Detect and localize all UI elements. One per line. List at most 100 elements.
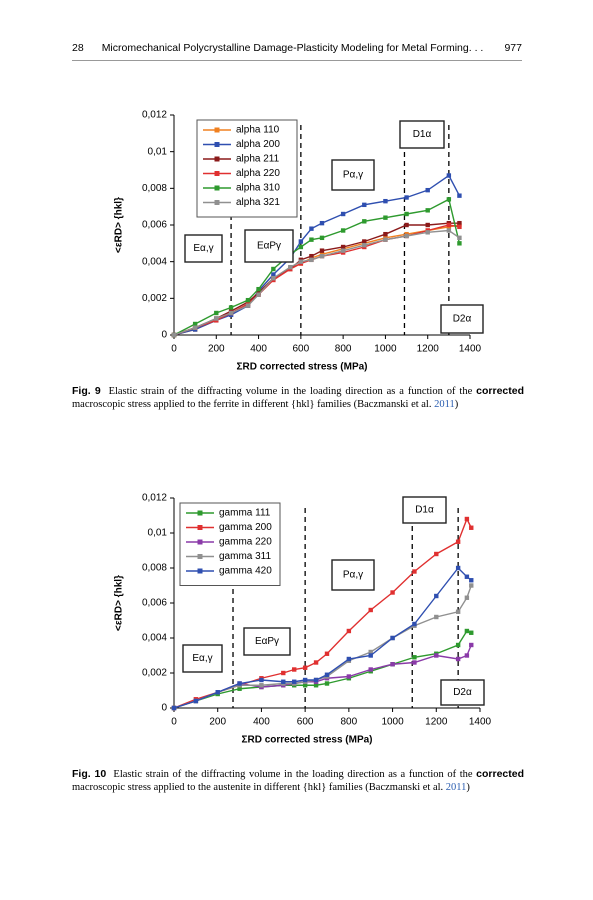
caption: Fig. 10 Elastic strain of the diffractin… xyxy=(72,768,524,794)
x-tick-label: 0 xyxy=(171,717,177,728)
data-point xyxy=(319,235,325,241)
data-point xyxy=(469,630,474,635)
data-point xyxy=(412,655,417,660)
x-tick-label: 800 xyxy=(341,717,358,728)
data-point xyxy=(309,226,314,231)
legend-marker xyxy=(197,539,203,545)
data-point xyxy=(340,228,346,233)
caption-text: macroscopic stress applied to the austen… xyxy=(72,782,446,793)
annotation-label: Eα,γ xyxy=(192,653,212,664)
legend-label: alpha 321 xyxy=(236,197,280,208)
data-point xyxy=(271,272,276,277)
data-point xyxy=(434,614,439,620)
x-tick-label: 200 xyxy=(208,344,225,355)
data-point xyxy=(298,244,304,250)
annotation-label: EαPγ xyxy=(257,241,281,252)
legend-label: alpha 310 xyxy=(236,183,280,194)
annotation-box xyxy=(244,229,294,263)
data-point xyxy=(228,310,234,316)
data-point xyxy=(425,208,430,213)
caption-link[interactable]: 2011 xyxy=(445,782,467,793)
data-point xyxy=(469,578,474,583)
data-point xyxy=(368,607,373,613)
data-point xyxy=(457,224,462,230)
data-point xyxy=(404,233,409,239)
data-point xyxy=(390,635,395,641)
data-point xyxy=(362,242,367,248)
x-tick-label: 1400 xyxy=(459,344,482,355)
legend-label: alpha 220 xyxy=(236,168,280,179)
legend-marker xyxy=(214,127,220,133)
data-point xyxy=(464,628,470,634)
data-point xyxy=(259,683,264,688)
annotation-label: Eα,γ xyxy=(193,243,213,254)
legend-marker xyxy=(214,142,220,147)
data-point xyxy=(383,231,388,237)
data-point xyxy=(193,698,199,704)
caption-text: Elastic strain of the diffracting volume… xyxy=(113,769,473,780)
data-point xyxy=(302,677,308,683)
caption-label: Fig. 9 xyxy=(72,385,101,397)
data-point xyxy=(446,173,452,178)
y-tick-label: 0,008 xyxy=(142,183,167,194)
legend-marker xyxy=(197,510,203,516)
annotation-label: Pα,γ xyxy=(343,170,363,181)
data-point xyxy=(425,222,430,228)
caption-link[interactable]: 2011 xyxy=(434,399,455,410)
data-point xyxy=(346,656,352,662)
data-point xyxy=(319,248,325,253)
data-point xyxy=(404,195,409,200)
annotation-label: EαPγ xyxy=(255,636,279,647)
data-point xyxy=(368,653,373,658)
legend-marker xyxy=(214,200,220,205)
data-point xyxy=(302,665,308,670)
annotation-box xyxy=(440,304,484,334)
annotation-box xyxy=(182,644,223,673)
page-number: 28 xyxy=(72,42,84,54)
y-tick-label: 0,012 xyxy=(142,110,167,121)
data-point xyxy=(256,292,261,297)
legend-marker xyxy=(214,185,220,191)
data-point xyxy=(288,264,293,270)
data-point xyxy=(214,316,219,321)
x-tick-label: 1400 xyxy=(469,717,492,728)
chart: 0 0,002 0,004 0,006 0,008 0,01 0,012 0 200 400 600… xyxy=(114,110,484,373)
data-point xyxy=(390,590,395,595)
x-axis-label: ΣRD corrected stress (MPa) xyxy=(241,735,372,746)
data-point xyxy=(324,672,330,677)
data-point xyxy=(319,253,325,259)
data-point xyxy=(434,653,439,658)
annotation-box xyxy=(184,234,223,263)
running-header: 28 Micromechanical Polycrystalline Damage… xyxy=(72,42,522,61)
data-point xyxy=(214,310,219,316)
data-point xyxy=(446,197,452,202)
caption-label: Fig. 10 xyxy=(72,768,107,780)
data-point xyxy=(192,321,198,327)
data-point xyxy=(237,686,242,691)
data-point xyxy=(309,257,314,263)
caption: Fig. 9 Elastic strain of the diffracting… xyxy=(72,385,524,411)
data-point xyxy=(340,248,346,253)
data-point xyxy=(469,525,474,530)
data-point xyxy=(412,660,417,665)
legend-label: gamma 220 xyxy=(219,537,272,548)
data-point xyxy=(298,259,304,264)
y-tick-label: 0,006 xyxy=(142,220,167,231)
data-point xyxy=(237,681,242,686)
data-point xyxy=(446,228,452,233)
caption-bold: corrected xyxy=(476,768,525,780)
series-line xyxy=(173,585,472,709)
annotation-label: D2α xyxy=(453,314,472,325)
legend-label: alpha 211 xyxy=(236,154,280,165)
data-point xyxy=(340,244,346,250)
data-point xyxy=(302,683,308,688)
x-tick-label: 200 xyxy=(209,717,226,728)
y-tick-label: 0,002 xyxy=(142,668,167,679)
annotation-label: D2α xyxy=(453,687,472,698)
data-point xyxy=(434,593,439,599)
x-axis-label: ΣRD corrected stress (MPa) xyxy=(236,362,367,373)
data-point xyxy=(245,303,251,308)
annotation-box xyxy=(331,159,375,191)
x-tick-label: 1200 xyxy=(425,717,448,728)
